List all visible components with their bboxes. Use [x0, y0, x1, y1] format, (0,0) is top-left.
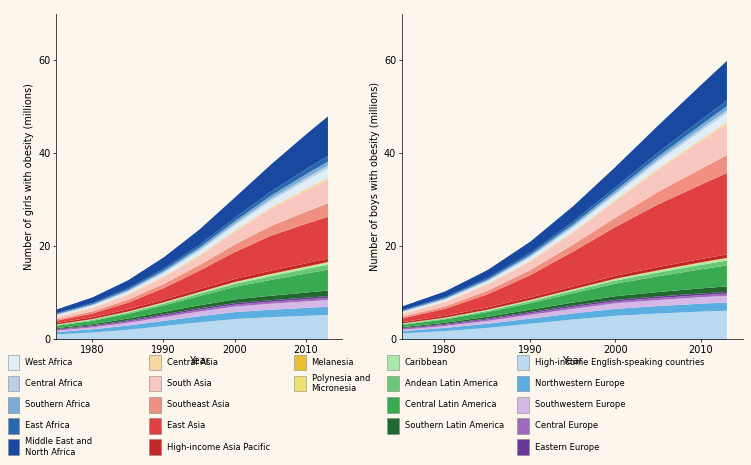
Bar	[517, 397, 529, 412]
Text: Caribbean: Caribbean	[405, 358, 448, 367]
Text: Southwestern Europe: Southwestern Europe	[535, 400, 625, 409]
Bar	[387, 376, 399, 392]
Bar	[387, 354, 399, 370]
Bar	[8, 354, 20, 370]
Bar	[149, 354, 161, 370]
Text: Central Europe: Central Europe	[535, 421, 598, 431]
Bar	[517, 354, 529, 370]
Bar	[294, 376, 306, 392]
Bar	[517, 376, 529, 392]
Y-axis label: Number of boys with obesity (millions): Number of boys with obesity (millions)	[369, 82, 380, 271]
Text: East Asia: East Asia	[167, 421, 205, 431]
Bar	[517, 418, 529, 434]
Bar	[387, 418, 399, 434]
Bar	[8, 439, 20, 455]
Bar	[149, 376, 161, 392]
Text: Central Africa: Central Africa	[26, 379, 83, 388]
Bar	[8, 418, 20, 434]
Bar	[517, 439, 529, 455]
Text: South Asia: South Asia	[167, 379, 211, 388]
Bar	[149, 439, 161, 455]
Text: West Africa: West Africa	[26, 358, 73, 367]
Text: Central Asia: Central Asia	[167, 358, 218, 367]
Bar	[149, 418, 161, 434]
Text: Middle East and
North Africa: Middle East and North Africa	[26, 438, 92, 457]
Text: Northwestern Europe: Northwestern Europe	[535, 379, 624, 388]
X-axis label: Year: Year	[189, 356, 210, 366]
Text: High-income English-speaking countries: High-income English-speaking countries	[535, 358, 704, 367]
Text: Southern Africa: Southern Africa	[26, 400, 90, 409]
Text: Central Latin America: Central Latin America	[405, 400, 496, 409]
Text: Andean Latin America: Andean Latin America	[405, 379, 497, 388]
Bar	[8, 376, 20, 392]
Text: Melanesia: Melanesia	[312, 358, 354, 367]
Text: Southeast Asia: Southeast Asia	[167, 400, 229, 409]
Bar	[149, 397, 161, 412]
Bar	[387, 397, 399, 412]
Text: High-income Asia Pacific: High-income Asia Pacific	[167, 443, 270, 452]
X-axis label: Year: Year	[562, 356, 583, 366]
Bar	[8, 397, 20, 412]
Bar	[294, 354, 306, 370]
Text: East Africa: East Africa	[26, 421, 70, 431]
Text: Polynesia and
Micronesia: Polynesia and Micronesia	[312, 374, 370, 393]
Y-axis label: Number of girls with obesity (millions): Number of girls with obesity (millions)	[24, 83, 35, 270]
Text: Southern Latin America: Southern Latin America	[405, 421, 504, 431]
Text: Eastern Europe: Eastern Europe	[535, 443, 599, 452]
